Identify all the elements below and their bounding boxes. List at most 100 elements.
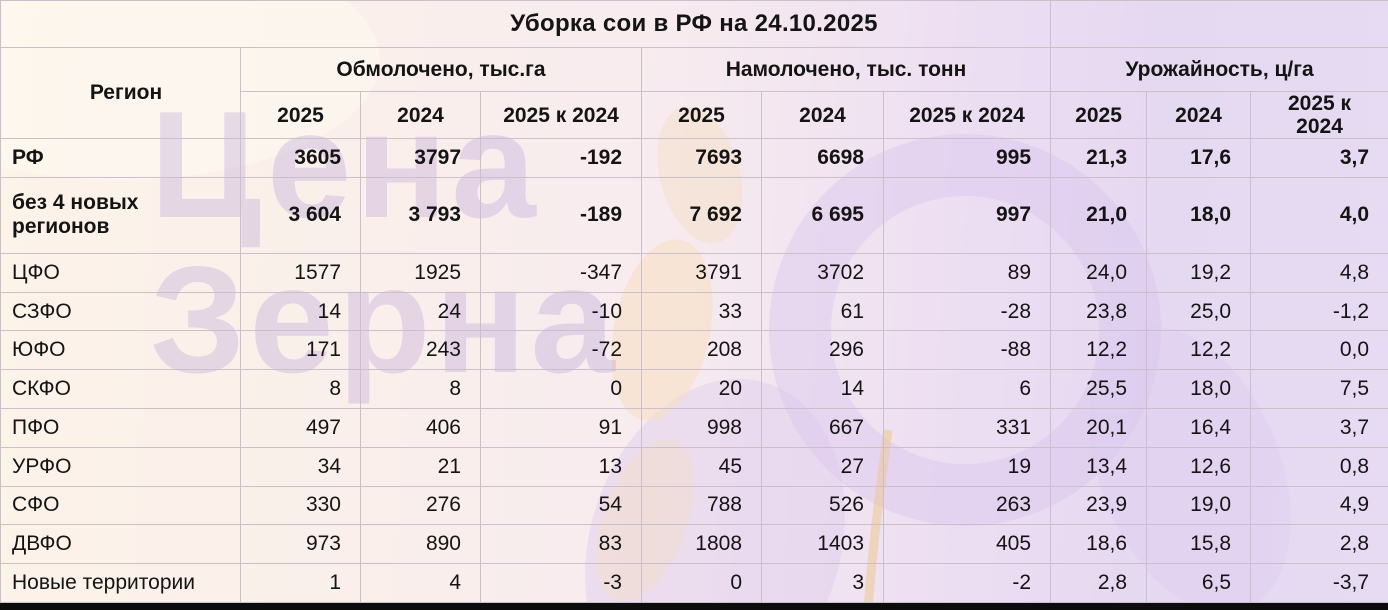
- region-cell: ПФО: [0, 408, 241, 448]
- value-cell: 405: [882, 524, 1052, 565]
- value-cell: 12,2: [1146, 330, 1252, 371]
- value-cell: 17,6: [1146, 138, 1252, 178]
- value-cell: 13,4: [1050, 446, 1148, 487]
- table-row: Новые территории 1 4 -3 0 3 -2 2,8 6,5 -3,7: [0, 563, 1388, 603]
- table-row: без 4 новых регионов 3 604 3 793 -189 7 692 6…: [0, 176, 1388, 254]
- value-cell: 2,8: [1250, 524, 1388, 565]
- value-cell: 263: [882, 485, 1052, 526]
- value-cell: 19: [882, 446, 1052, 487]
- value-cell: 6,5: [1146, 563, 1252, 603]
- value-cell: 20: [641, 369, 762, 410]
- value-cell: 406: [360, 408, 481, 448]
- value-cell: 18,0: [1146, 369, 1252, 410]
- title-spacer-cell: [1050, 0, 1388, 48]
- region-cell: РФ: [0, 138, 241, 178]
- value-cell: 19,2: [1146, 252, 1252, 293]
- value-cell: 7693: [641, 138, 762, 178]
- value-cell: -347: [480, 252, 642, 293]
- title-row: [0, 0, 1388, 48]
- value-cell: 25,5: [1050, 369, 1148, 410]
- value-cell: 23,9: [1050, 485, 1148, 526]
- value-cell: 6: [882, 369, 1052, 410]
- region-cell: СФО: [0, 485, 241, 526]
- value-cell: 3 793: [360, 176, 481, 254]
- value-cell: 276: [360, 485, 481, 526]
- value-cell: 24,0: [1050, 252, 1148, 293]
- value-cell: 526: [761, 485, 884, 526]
- value-cell: 4,0: [1250, 176, 1388, 254]
- value-cell: 208: [641, 330, 762, 371]
- value-cell: 296: [761, 330, 884, 371]
- value-cell: 667: [761, 408, 884, 448]
- value-cell: -28: [882, 291, 1052, 332]
- value-cell: 25,0: [1146, 291, 1252, 332]
- value-cell: 15,8: [1146, 524, 1252, 565]
- value-cell: 171: [240, 330, 361, 371]
- value-cell: 16,4: [1146, 408, 1252, 448]
- value-cell: 4,8: [1250, 252, 1388, 293]
- value-cell: 3797: [360, 138, 481, 178]
- value-cell: -10: [480, 291, 642, 332]
- value-cell: -192: [480, 138, 642, 178]
- group-header-yield: Урожайность, ц/га: [1050, 47, 1388, 92]
- table-row: СЗФО 14 24 -10 33 61 -28 23,8 25,0 -1,2: [0, 291, 1388, 332]
- value-cell: 14: [240, 291, 361, 332]
- value-cell: 27: [761, 446, 884, 487]
- region-cell: СЗФО: [0, 291, 241, 332]
- value-cell: 61: [761, 291, 884, 332]
- value-cell: 8: [240, 369, 361, 410]
- table-row: ПФО 497 406 91 998 667 331 20,1 16,4 3,7: [0, 408, 1388, 448]
- table-row: ДВФО 973 890 83 1808 1403 405 18,6 15,8 2,8: [0, 524, 1388, 565]
- region-cell: ЦФО: [0, 252, 241, 293]
- value-cell: 998: [641, 408, 762, 448]
- value-cell: 3: [761, 563, 884, 603]
- region-cell: ЮФО: [0, 330, 241, 371]
- value-cell: 1577: [240, 252, 361, 293]
- value-cell: -72: [480, 330, 642, 371]
- value-cell: -88: [882, 330, 1052, 371]
- value-cell: -3: [480, 563, 642, 603]
- value-cell: 12,6: [1146, 446, 1252, 487]
- value-cell: 23,8: [1050, 291, 1148, 332]
- col-header-threshed-2024: 2024: [360, 90, 481, 140]
- value-cell: 89: [882, 252, 1052, 293]
- value-cell: 3702: [761, 252, 884, 293]
- value-cell: 3,7: [1250, 408, 1388, 448]
- value-cell: 331: [882, 408, 1052, 448]
- value-cell: 33: [641, 291, 762, 332]
- value-cell: 54: [480, 485, 642, 526]
- value-cell: 18,0: [1146, 176, 1252, 254]
- value-cell: 20,1: [1050, 408, 1148, 448]
- value-cell: 45: [641, 446, 762, 487]
- col-header-yield-diff: 2025 к 2024: [1250, 90, 1388, 140]
- value-cell: 12,2: [1050, 330, 1148, 371]
- region-cell: ДВФО: [0, 524, 241, 565]
- value-cell: 330: [240, 485, 361, 526]
- value-cell: 21: [360, 446, 481, 487]
- col-header-threshed-diff: 2025 к 2024: [480, 90, 642, 140]
- value-cell: 0: [480, 369, 642, 410]
- value-cell: 2,8: [1050, 563, 1148, 603]
- value-cell: 1403: [761, 524, 884, 565]
- table-row: ЮФО 171 243 -72 208 296 -88 12,2 12,2 0,0: [0, 330, 1388, 371]
- col-header-harvested-diff: 2025 к 2024: [882, 90, 1052, 140]
- value-cell: 3791: [641, 252, 762, 293]
- col-header-harvested-2024: 2024: [761, 90, 884, 140]
- table-row: СФО 330 276 54 788 526 263 23,9 19,0 4,9: [0, 485, 1388, 526]
- value-cell: 13: [480, 446, 642, 487]
- value-cell: 18,6: [1050, 524, 1148, 565]
- value-cell: 21,3: [1050, 138, 1148, 178]
- value-cell: 34: [240, 446, 361, 487]
- value-cell: 14: [761, 369, 884, 410]
- col-header-yield-2024: 2024: [1146, 90, 1252, 140]
- region-cell: СКФО: [0, 369, 241, 410]
- value-cell: 8: [360, 369, 481, 410]
- value-cell: 3,7: [1250, 138, 1388, 178]
- region-cell: УРФО: [0, 446, 241, 487]
- value-cell: 7,5: [1250, 369, 1388, 410]
- value-cell: 24: [360, 291, 481, 332]
- region-column-header: Регион: [0, 46, 241, 140]
- value-cell: 995: [882, 138, 1052, 178]
